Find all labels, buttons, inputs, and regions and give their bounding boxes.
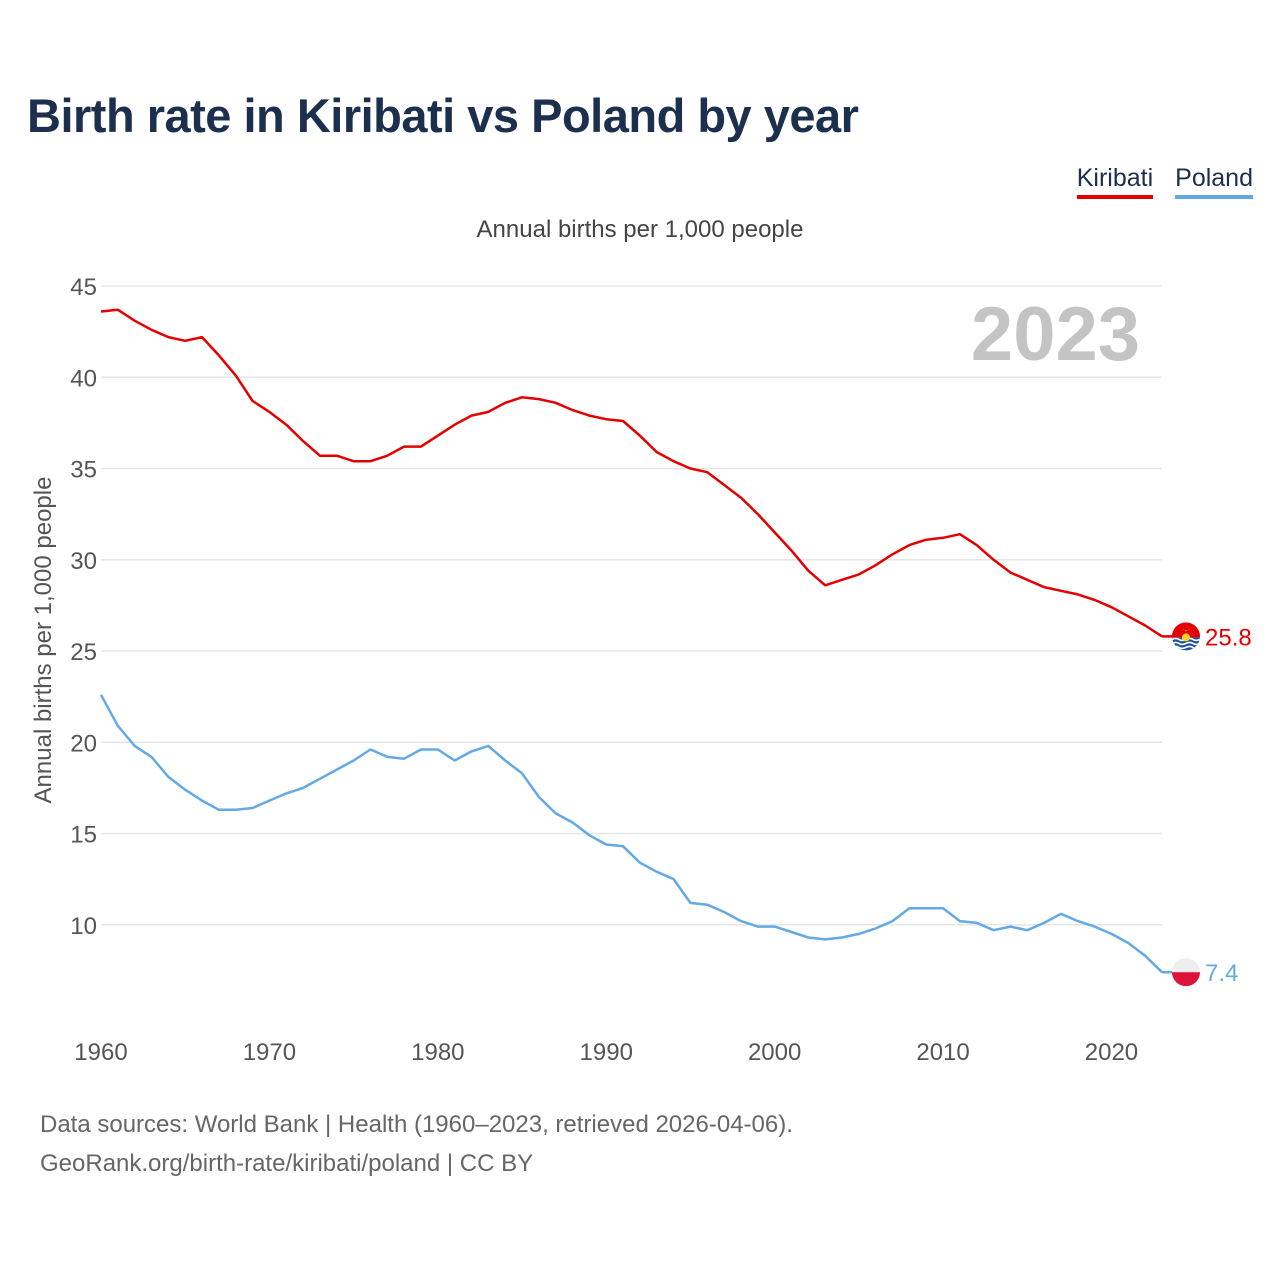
poland-flag-icon: [1172, 958, 1200, 987]
y-tick-label: 10: [70, 913, 97, 940]
line-chart: 2023 45 40 35 30 25 20 15 10 1960 1970 1980 1990 200…: [30, 274, 1252, 1066]
end-value-label-kiribati: 25.8: [1205, 624, 1252, 651]
y-tick-label: 20: [70, 730, 97, 757]
y-tick-label: 30: [70, 548, 97, 575]
legend-item-poland[interactable]: Poland: [1175, 164, 1253, 199]
x-tick-label: 2020: [1085, 1039, 1138, 1066]
series-line-kiribati: [100, 308, 1163, 638]
y-tick-label: 35: [70, 457, 97, 484]
y-tick-label: 15: [70, 822, 97, 849]
y-axis-title: Annual births per 1,000 people: [30, 477, 57, 804]
kiribati-flag-icon: [1172, 622, 1200, 651]
year-watermark: 2023: [971, 292, 1140, 377]
series-line-poland: [99, 694, 1163, 974]
y-tick-label: 40: [70, 365, 97, 392]
x-tick-label: 2000: [748, 1039, 801, 1066]
legend: Kiribati Poland: [1076, 164, 1253, 199]
x-tick-label: 1980: [411, 1039, 464, 1066]
y-tick-label: 25: [70, 639, 97, 666]
chart-subtitle: Annual births per 1,000 people: [476, 216, 804, 243]
source-url-text: GeoRank.org/birth-rate/kiribati/poland |…: [40, 1150, 534, 1177]
legend-item-kiribati[interactable]: Kiribati: [1076, 164, 1154, 199]
x-tick-label: 1990: [580, 1039, 633, 1066]
x-tick-label: 2010: [916, 1039, 969, 1066]
footer: Data sources: World Bank | Health (1960–…: [40, 1105, 793, 1183]
data-source-text: Data sources: World Bank | Health (1960–…: [40, 1111, 793, 1138]
y-tick-label: 45: [70, 274, 97, 301]
x-tick-label: 1960: [74, 1039, 127, 1066]
page-title: Birth rate in Kiribati vs Poland by year: [27, 89, 859, 142]
x-tick-label: 1970: [243, 1039, 296, 1066]
end-value-label-poland: 7.4: [1205, 960, 1238, 987]
